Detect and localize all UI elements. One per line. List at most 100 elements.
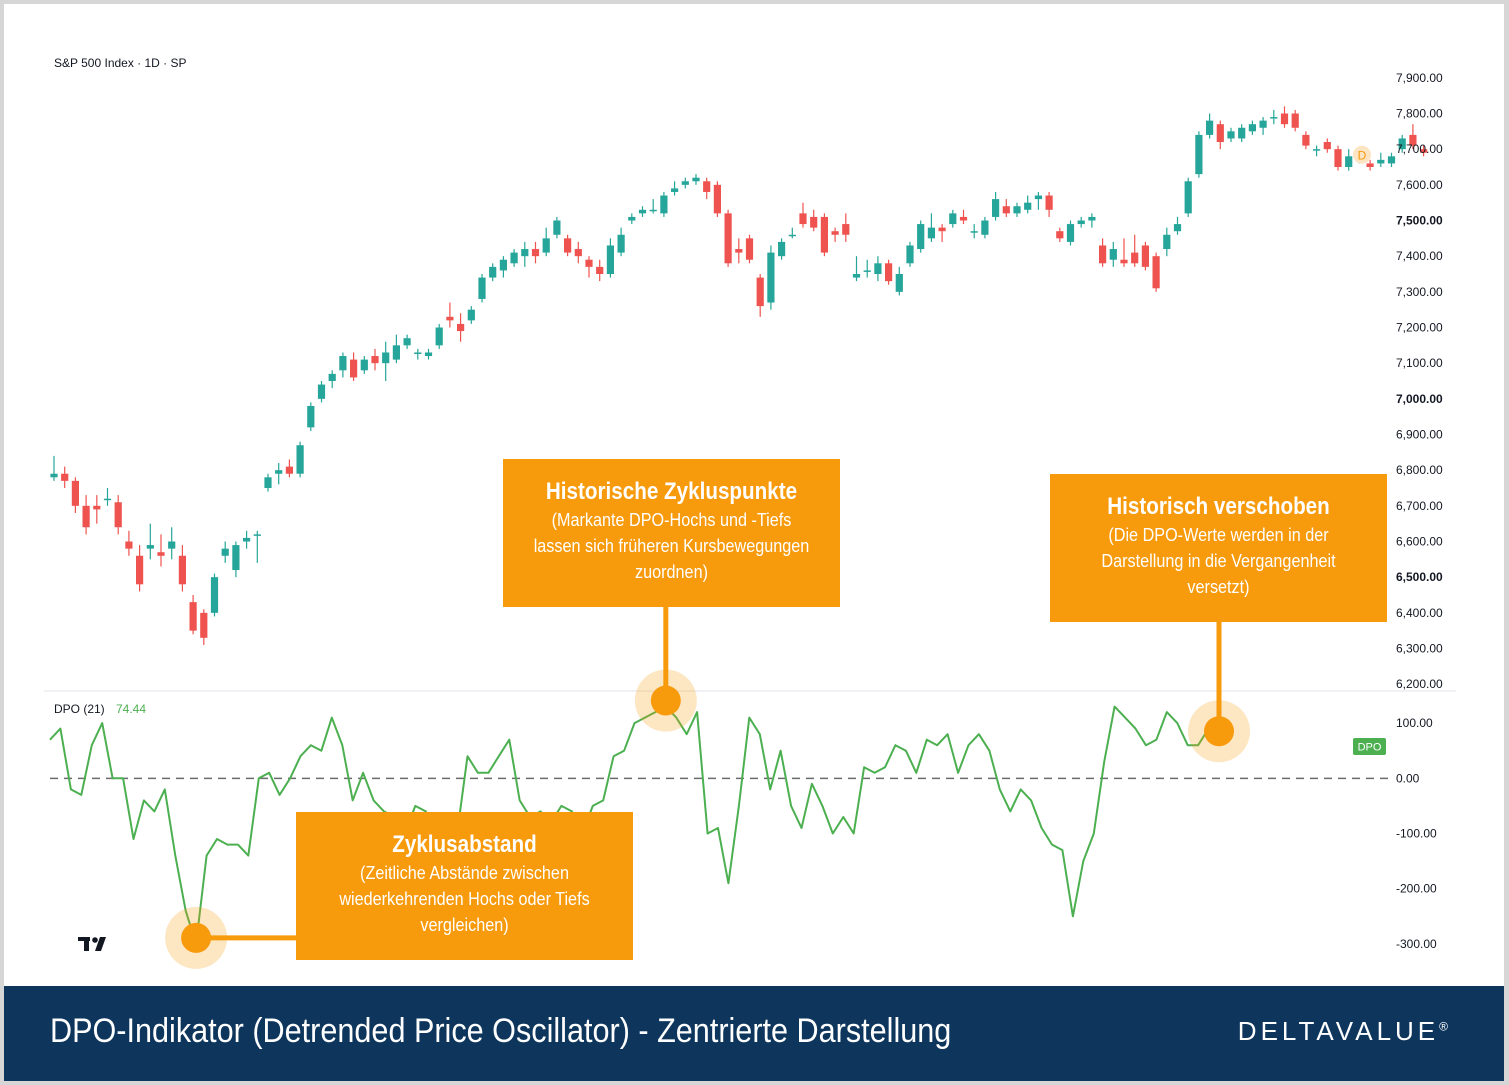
candle-body <box>788 234 796 237</box>
candle-body <box>735 249 743 253</box>
candle-body <box>1248 124 1256 132</box>
candle-body <box>1313 149 1321 151</box>
candle <box>660 191 668 217</box>
candle-body <box>1045 195 1053 210</box>
candle-body <box>660 195 668 214</box>
candle-body <box>863 270 871 272</box>
brand-mark: ® <box>1439 1019 1448 1034</box>
dpo-tick-label: -300.00 <box>1396 937 1437 951</box>
candle <box>959 209 968 225</box>
price-tick-label: 7,400.00 <box>1396 249 1443 263</box>
candle-body <box>189 602 197 631</box>
candle <box>895 266 903 296</box>
candle-body <box>82 505 90 528</box>
candle <box>403 334 411 349</box>
candle <box>146 523 154 560</box>
candle-body <box>1131 252 1139 264</box>
candle-body <box>1377 159 1385 164</box>
dpo-tick-label: 100.00 <box>1396 716 1433 730</box>
candle-body <box>296 445 304 474</box>
candle <box>435 323 443 349</box>
candle-body <box>1002 206 1010 214</box>
candle-body <box>1366 163 1374 167</box>
candle-body <box>692 177 700 182</box>
candle-body <box>510 252 518 264</box>
candle <box>1141 241 1149 271</box>
candle-body <box>553 220 561 235</box>
candle <box>157 534 165 567</box>
candle <box>831 227 839 242</box>
candle-body <box>895 274 903 292</box>
candle <box>949 209 957 228</box>
candle-body <box>424 352 433 357</box>
candle-body <box>1109 249 1117 260</box>
candle-body <box>1291 113 1299 128</box>
dpo-tick-label: -100.00 <box>1396 827 1437 841</box>
dpo-line <box>49 705 1220 945</box>
candle <box>467 306 475 324</box>
callout-zyklusabstand: Zyklusabstand (Zeitliche Abstände zwisch… <box>296 812 633 960</box>
candle-body <box>564 238 572 253</box>
candle-body <box>125 541 133 549</box>
candle <box>1163 227 1171 257</box>
candle-body <box>1345 156 1353 167</box>
candle-body <box>264 477 272 488</box>
price-tick-label: 7,100.00 <box>1396 356 1443 370</box>
candle <box>981 216 989 239</box>
candle <box>1280 106 1289 128</box>
candle <box>414 348 422 360</box>
candle <box>992 191 1000 221</box>
candle <box>125 530 133 556</box>
candle <box>360 356 368 374</box>
candle-body <box>756 277 764 307</box>
candle <box>531 241 540 264</box>
candle-body <box>1152 256 1160 289</box>
candle-body <box>489 266 497 278</box>
price-tick-label: 7,300.00 <box>1396 285 1443 299</box>
candle <box>243 530 251 549</box>
candle <box>574 241 582 264</box>
candle <box>542 227 550 257</box>
candle <box>1366 159 1374 171</box>
candle <box>82 495 90 535</box>
candle-body <box>959 216 968 221</box>
candle-body <box>467 309 475 321</box>
candle <box>136 545 144 592</box>
candle-body <box>981 220 989 235</box>
candle <box>382 341 390 381</box>
candle <box>478 274 486 303</box>
candle <box>1313 145 1321 157</box>
candle-body <box>71 480 79 506</box>
candle-body <box>1227 131 1235 139</box>
candle <box>1013 202 1021 217</box>
price-tick-label: 7,700.00 <box>1396 142 1443 156</box>
marker-shifted-dot <box>1204 716 1234 747</box>
candle <box>1120 238 1128 267</box>
candle-body <box>221 548 229 556</box>
candle-body <box>210 577 219 613</box>
candle-body <box>778 241 786 257</box>
candle-body <box>360 359 368 371</box>
candle-body <box>970 231 978 233</box>
price-tick-label: 7,200.00 <box>1396 321 1443 335</box>
candle <box>927 213 935 242</box>
candle <box>649 199 657 214</box>
callout-historische-zykluspunkte: Historische Zykluspunkte (Markante DPO-H… <box>503 459 840 607</box>
callout-historische-zykluspunkte-text: (Markante DPO-Hochs und -Tiefs lassen si… <box>533 510 810 582</box>
candle-body <box>1409 134 1417 146</box>
candle-body <box>478 277 486 299</box>
candle-body <box>1034 195 1042 200</box>
candle-body <box>1206 120 1214 135</box>
candle-body <box>93 505 101 510</box>
candle-body <box>585 259 593 267</box>
candle <box>392 334 400 364</box>
candle-body <box>382 352 390 364</box>
candle <box>424 348 433 360</box>
candle-body <box>521 249 529 257</box>
candle <box>275 463 283 485</box>
candle-body <box>938 227 946 232</box>
candle-body <box>927 227 935 239</box>
candle <box>767 245 775 310</box>
price-tick-label: 6,800.00 <box>1396 463 1443 477</box>
candle <box>606 238 614 278</box>
